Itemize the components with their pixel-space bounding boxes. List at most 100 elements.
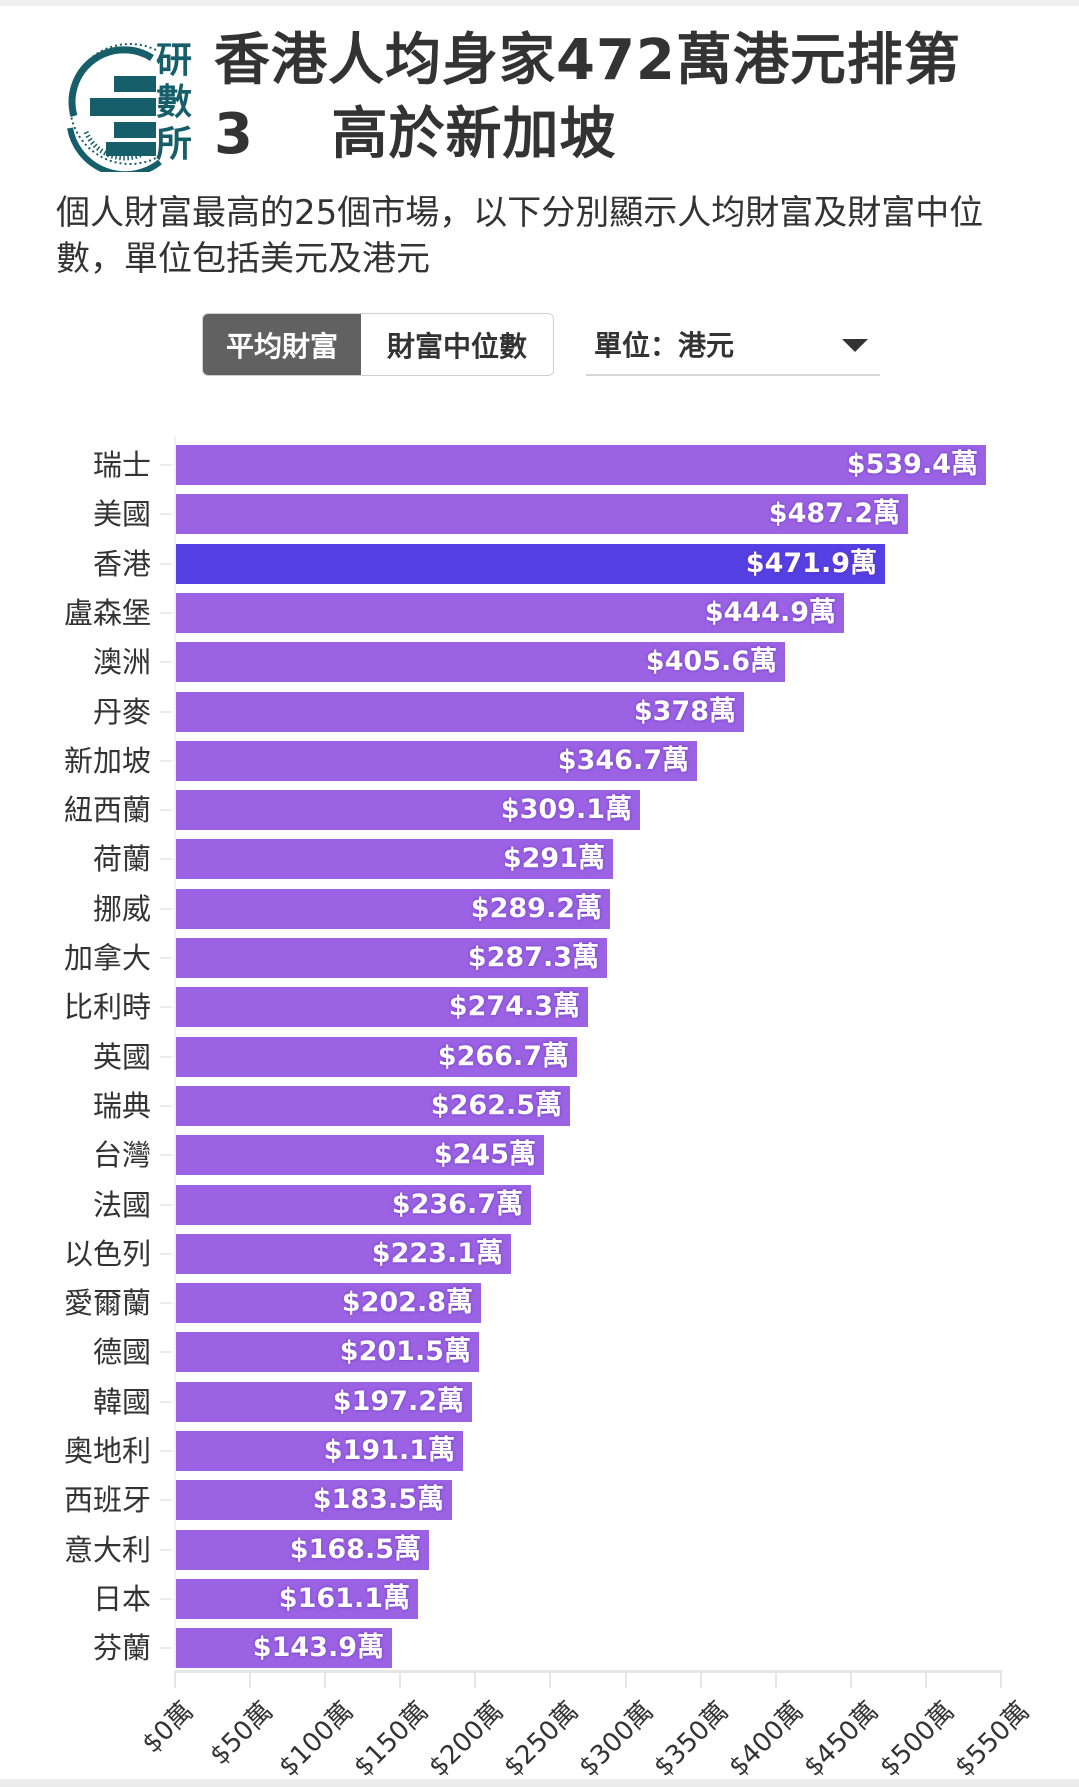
x-tick-label: $350萬 bbox=[648, 1696, 735, 1783]
category-label: 德國 bbox=[92, 1335, 151, 1370]
x-tick bbox=[249, 1670, 252, 1688]
category-label: 加拿大 bbox=[63, 941, 151, 975]
category-label: 英國 bbox=[92, 1039, 151, 1074]
category-label: 芬蘭 bbox=[92, 1631, 151, 1666]
bar-row: 台灣 $245萬 bbox=[0, 1135, 1079, 1176]
bar[interactable]: $378萬 bbox=[176, 691, 744, 732]
tab-median-wealth[interactable]: 財富中位數 bbox=[361, 314, 553, 375]
bar-row: 以色列 $223.1萬 bbox=[0, 1233, 1079, 1274]
bar-value-label: $266.7萬 bbox=[437, 1040, 569, 1072]
bar[interactable]: $143.9萬 bbox=[176, 1628, 392, 1669]
bar[interactable]: $223.1萬 bbox=[176, 1233, 511, 1274]
bar-value-label: $287.3萬 bbox=[467, 942, 599, 973]
category-label: 澳洲 bbox=[92, 645, 151, 680]
bar[interactable]: $289.2萬 bbox=[176, 888, 610, 929]
category-label: 奧地利 bbox=[63, 1434, 151, 1468]
y-tick bbox=[160, 1302, 172, 1305]
bar-value-label: $183.5萬 bbox=[312, 1484, 444, 1516]
bar-value-label: $289.2萬 bbox=[470, 892, 602, 924]
x-tick-label: $50萬 bbox=[204, 1696, 280, 1771]
bar[interactable]: $444.9萬 bbox=[176, 592, 844, 633]
highlighted-bar[interactable]: $471.9萬 bbox=[176, 543, 885, 584]
bar-value-label: $223.1萬 bbox=[371, 1237, 503, 1269]
category-label: 盧森堡 bbox=[63, 595, 151, 630]
bar[interactable]: $309.1萬 bbox=[176, 790, 640, 831]
bar[interactable]: $405.6萬 bbox=[176, 642, 785, 683]
bar-row: 比利時 $274.3萬 bbox=[0, 987, 1079, 1028]
category-label: 日本 bbox=[92, 1581, 151, 1616]
y-tick bbox=[160, 562, 172, 565]
bar[interactable]: $236.7萬 bbox=[176, 1184, 531, 1225]
category-label: 香港 bbox=[92, 546, 151, 581]
category-label: 台灣 bbox=[92, 1138, 151, 1173]
bar[interactable]: $245萬 bbox=[176, 1135, 544, 1176]
bar[interactable]: $202.8萬 bbox=[176, 1283, 481, 1324]
y-tick bbox=[160, 907, 172, 910]
category-label: 荷蘭 bbox=[92, 842, 151, 877]
chart-subtitle: 個人財富最高的25個市場，以下分別顯示人均財富及財富中位數，單位包括美元及港元 bbox=[56, 193, 984, 279]
y-tick bbox=[160, 1548, 172, 1551]
bar-value-label: $245萬 bbox=[433, 1139, 536, 1171]
bar-row: 英國 $266.7萬 bbox=[0, 1036, 1079, 1077]
category-label: 西班牙 bbox=[63, 1483, 151, 1518]
tab-average-wealth[interactable]: 平均財富 bbox=[203, 314, 361, 375]
y-tick bbox=[160, 464, 172, 466]
category-label: 意大利 bbox=[63, 1532, 151, 1567]
y-tick bbox=[160, 661, 172, 664]
y-tick bbox=[160, 1055, 172, 1058]
bar-value-label: $444.9萬 bbox=[704, 596, 836, 628]
bar[interactable]: $161.1萬 bbox=[176, 1578, 418, 1619]
bar[interactable]: $291萬 bbox=[176, 839, 613, 880]
logo-char: 數 bbox=[156, 82, 193, 123]
unit-dropdown[interactable]: 單位：港元 bbox=[586, 313, 880, 376]
bar-value-label: $487.2萬 bbox=[768, 498, 900, 530]
bar[interactable]: $346.7萬 bbox=[176, 740, 697, 781]
category-label: 美國 bbox=[92, 497, 151, 532]
bar-row: 日本 $161.1萬 bbox=[0, 1578, 1079, 1619]
page-title: 香港人均身家472萬港元排第 3 高於新加坡 bbox=[214, 24, 1014, 172]
bar-row: 丹麥 $378萬 bbox=[0, 691, 1079, 732]
bar-value-label: $539.4萬 bbox=[846, 449, 978, 480]
bar[interactable]: $274.3萬 bbox=[176, 987, 588, 1028]
bar-row: 新加坡 $346.7萬 bbox=[0, 740, 1079, 781]
bar-value-label: $309.1萬 bbox=[500, 794, 632, 826]
x-tick-label: $300萬 bbox=[573, 1696, 660, 1783]
bar[interactable]: $168.5萬 bbox=[176, 1529, 429, 1570]
x-tick bbox=[624, 1670, 627, 1688]
bottom-divider bbox=[0, 1779, 1079, 1787]
category-label: 以色列 bbox=[63, 1236, 151, 1271]
category-label: 愛爾蘭 bbox=[63, 1286, 151, 1321]
bar-row: 芬蘭 $143.9萬 bbox=[0, 1628, 1079, 1669]
y-tick bbox=[160, 1351, 172, 1354]
y-tick bbox=[160, 759, 172, 762]
bar-row: 意大利 $168.5萬 bbox=[0, 1529, 1079, 1570]
category-label: 挪威 bbox=[92, 891, 151, 926]
bar-value-label: $161.1萬 bbox=[278, 1582, 410, 1614]
category-label: 新加坡 bbox=[63, 743, 151, 778]
bar[interactable]: $197.2萬 bbox=[176, 1381, 472, 1422]
bar-value-label: $471.9萬 bbox=[745, 547, 877, 579]
y-tick bbox=[160, 1499, 172, 1502]
bar-value-label: $236.7萬 bbox=[391, 1188, 523, 1220]
x-tick-label: $100萬 bbox=[273, 1696, 360, 1783]
bar[interactable]: $539.4萬 bbox=[176, 445, 986, 485]
bar-chart: 瑞士 $539.4萬 美國 $487.2萬 香港 $471.9萬 盧森堡 $444.9萬 澳洲 $… bbox=[0, 430, 1079, 1787]
category-label: 法國 bbox=[92, 1187, 151, 1222]
bar[interactable]: $287.3萬 bbox=[176, 938, 607, 978]
bar-value-label: $201.5萬 bbox=[339, 1336, 471, 1368]
bar[interactable]: $191.1萬 bbox=[176, 1431, 463, 1471]
y-tick bbox=[160, 957, 172, 959]
bar-row: 韓國 $197.2萬 bbox=[0, 1381, 1079, 1422]
bar[interactable]: $262.5萬 bbox=[176, 1085, 570, 1126]
x-tick bbox=[549, 1670, 552, 1688]
bar[interactable]: $201.5萬 bbox=[176, 1332, 479, 1373]
x-tick-label: $400萬 bbox=[723, 1696, 811, 1783]
bar[interactable]: $487.2萬 bbox=[176, 494, 908, 535]
y-tick bbox=[160, 513, 172, 516]
bar[interactable]: $183.5萬 bbox=[176, 1480, 452, 1521]
bar-value-label: $143.9萬 bbox=[252, 1632, 384, 1664]
bar[interactable]: $266.7萬 bbox=[176, 1036, 577, 1077]
x-tick-label: $0萬 bbox=[136, 1696, 200, 1760]
bar-value-label: $191.1萬 bbox=[323, 1435, 455, 1466]
bar-row: 瑞典 $262.5萬 bbox=[0, 1085, 1079, 1126]
